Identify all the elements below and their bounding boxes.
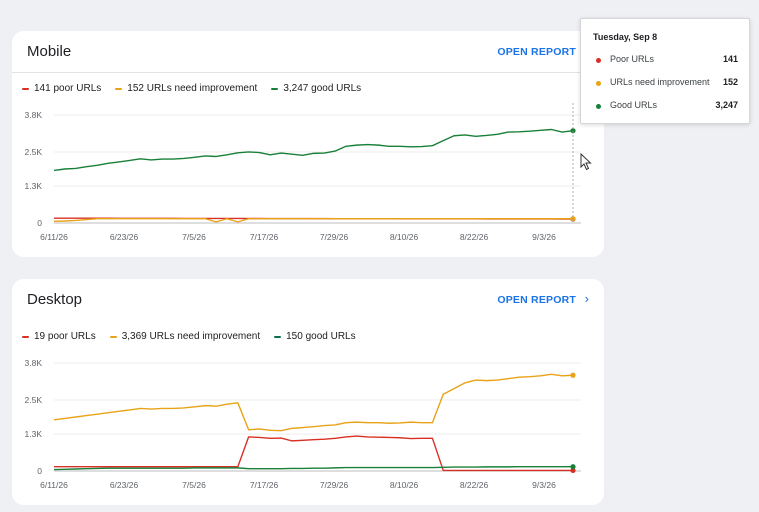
legend-item-good[interactable]: 150 good URLs	[274, 331, 356, 342]
card-title: Desktop	[27, 291, 83, 308]
x-tick-label: 8/22/26	[460, 232, 489, 242]
series-line-1[interactable]	[53, 373, 574, 432]
tooltip-value: 141	[722, 54, 738, 64]
x-tick-label: 6/23/26	[110, 480, 139, 490]
dot-icon	[596, 81, 601, 86]
y-tick-label: 1.3K	[25, 181, 43, 191]
legend: 19 poor URLs 3,369 URLs need improvement…	[22, 331, 370, 342]
series-line-2[interactable]	[53, 466, 573, 471]
card-title: Mobile	[27, 43, 72, 60]
dot-icon	[596, 104, 601, 109]
x-tick-label: 7/17/26	[250, 232, 279, 242]
series-end-point[interactable]	[570, 464, 576, 470]
legend-item-improve[interactable]: 3,369 URLs need improvement	[109, 331, 261, 342]
series-end-point[interactable]	[570, 372, 576, 378]
legend-label: 150 good URLs	[286, 331, 356, 342]
legend-label: 19 poor URLs	[34, 331, 96, 342]
y-tick-label: 3.8K	[25, 358, 43, 368]
legend-swatch-improve	[109, 335, 117, 338]
x-tick-label: 7/5/26	[182, 232, 206, 242]
x-tick-label: 6/11/26	[40, 480, 68, 490]
open-report-button[interactable]: OPEN REPORT	[497, 46, 576, 58]
x-tick-label: 8/10/26	[390, 232, 419, 242]
x-tick-label: 8/22/26	[460, 480, 489, 490]
legend-item-poor[interactable]: 141 poor URLs	[22, 83, 101, 94]
y-tick-label: 1.3K	[25, 429, 43, 439]
legend-label: 152 URLs need improvement	[127, 83, 258, 94]
x-tick-label: 7/5/26	[182, 480, 206, 490]
y-tick-label: 3.8K	[25, 110, 43, 120]
legend-swatch-good	[274, 335, 282, 338]
mouse-pointer-icon	[580, 153, 592, 171]
x-tick-label: 9/3/26	[532, 232, 556, 242]
tooltip-row-improve: URLs need improvement 152	[596, 77, 738, 91]
mobile-card: Mobile OPEN REPORT 141 poor URLs 152 URL…	[12, 31, 604, 257]
legend-swatch-improve	[115, 87, 123, 90]
x-tick-label: 7/17/26	[250, 480, 279, 490]
open-report-button[interactable]: OPEN REPORT	[497, 294, 576, 306]
legend: 141 poor URLs 152 URLs need improvement …	[22, 83, 375, 94]
x-tick-label: 6/23/26	[110, 232, 139, 242]
tooltip-label: Poor URLs	[610, 54, 655, 64]
tooltip-label: URLs need improvement	[610, 77, 710, 87]
tooltip-value: 152	[722, 77, 738, 87]
legend-label: 3,247 good URLs	[283, 83, 362, 94]
x-tick-label: 7/29/26	[320, 232, 349, 242]
series-end-point[interactable]	[570, 467, 576, 474]
tooltip-row-poor: Poor URLs 141	[596, 54, 738, 68]
legend-swatch-poor	[22, 87, 29, 90]
y-tick-label: 0	[37, 466, 42, 476]
chevron-right-icon[interactable]: ›	[584, 291, 589, 306]
tooltip-label: Good URLs	[610, 100, 658, 110]
divider	[12, 72, 604, 73]
y-tick-label: 0	[37, 218, 42, 228]
series-line-2[interactable]	[53, 128, 574, 172]
legend-label: 141 poor URLs	[34, 83, 102, 94]
legend-swatch-good	[271, 87, 279, 90]
tooltip-row-good: Good URLs 3,247	[596, 100, 738, 114]
desktop-card: Desktop OPEN REPORT › 19 poor URLs 3,369…	[12, 279, 604, 505]
legend-swatch-poor	[22, 335, 29, 338]
x-tick-label: 6/11/26	[40, 232, 68, 242]
legend-item-poor[interactable]: 19 poor URLs	[22, 331, 96, 342]
x-tick-label: 7/29/26	[320, 480, 349, 490]
series-line-1[interactable]	[53, 217, 574, 223]
series-end-point[interactable]	[570, 216, 576, 222]
dot-icon	[596, 58, 601, 63]
chart-tooltip: Tuesday, Sep 8 Poor URLs 141 URLs need i…	[580, 18, 750, 124]
legend-item-improve[interactable]: 152 URLs need improvement	[115, 83, 257, 94]
legend-label: 3,369 URLs need improvement	[121, 331, 261, 342]
tooltip-value: 3,247	[715, 100, 738, 110]
desktop-chart[interactable]: 0 1.3K 2.5K 3.8K 6/11/26 6/23/26 7/5/26 7/17/26…	[12, 351, 604, 505]
y-tick-label: 2.5K	[25, 147, 43, 157]
series-end-point[interactable]	[570, 128, 576, 134]
tooltip-date: Tuesday, Sep 8	[593, 32, 658, 42]
mobile-chart[interactable]: 0 1.3K 2.5K 3.8K 6/11/26 6/23/26 7/5/26 7/17/26…	[12, 103, 604, 257]
x-tick-label: 9/3/26	[532, 480, 556, 490]
x-tick-label: 8/10/26	[390, 480, 419, 490]
series-line-0[interactable]	[54, 435, 573, 472]
legend-item-good[interactable]: 3,247 good URLs	[271, 83, 361, 94]
y-tick-label: 2.5K	[25, 395, 43, 405]
